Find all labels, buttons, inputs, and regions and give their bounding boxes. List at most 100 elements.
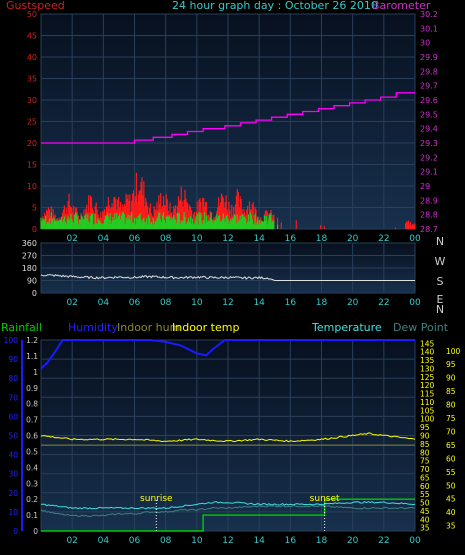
barometer-tick-label: 29.1 [420, 168, 438, 177]
temp-tick-label: 75 [420, 457, 430, 466]
wind-direction-line [40, 274, 415, 281]
gust-axis-title: Gustspeed [6, 0, 65, 12]
temp-tick-label: 145 [420, 339, 435, 348]
x-tick-label: 00 [409, 298, 421, 308]
x-tick-label: 16 [285, 298, 297, 308]
gust-tick-label: 20 [27, 139, 37, 148]
rain-tick-label: 0.5 [26, 447, 38, 456]
gust-tick-label: 45 [27, 32, 37, 41]
hum-right-tick-label: 95 [446, 360, 456, 369]
humidity-left-tick: 100 [4, 336, 19, 345]
temp-tick-label: 60 [420, 482, 430, 491]
humidity-left-tick: 50 [8, 432, 18, 441]
barometer-tick-label: 29.8 [420, 67, 438, 76]
barometer-tick-label: 28.9 [420, 196, 438, 205]
wind-panel: 02 04 06 08 10 12 14 16 18 20 22 00 0 5 10 15 20 25 30 35 4… [27, 10, 438, 244]
temp-tick-label: 120 [420, 381, 435, 390]
humidity-left-tick: 40 [8, 451, 18, 460]
temp-tick-label: 90 [420, 432, 430, 441]
hum-right-tick-label: 45 [446, 495, 456, 504]
x-tick-label: 18 [316, 234, 328, 244]
humidity-line [40, 339, 415, 370]
temp-tick-label: 100 [420, 415, 435, 424]
gust-tick-label: 40 [27, 53, 37, 62]
hum-right-tick-label: 35 [446, 522, 456, 531]
hum-right-tick-label: 65 [446, 441, 456, 450]
sunrise-label: sunrise [140, 494, 173, 504]
hum-right-tick-label: 80 [446, 401, 456, 410]
x-tick-label: 12 [222, 298, 233, 308]
compass-label: N [436, 303, 444, 316]
temp-tick-label: 140 [420, 348, 435, 357]
x-tick-label: 08 [160, 536, 172, 546]
temp-tick-label: 35 [420, 524, 430, 533]
barometer-line [41, 92, 415, 144]
barometer-tick-label: 30.2 [420, 10, 438, 19]
rain-tick-label: 1 [33, 368, 38, 377]
gust-tick-label: 25 [27, 118, 37, 127]
direction-tick-label: 180 [22, 264, 37, 273]
temp-tick-label: 125 [420, 373, 435, 382]
x-tick-label: 20 [347, 298, 359, 308]
x-tick-label: 14 [253, 298, 265, 308]
indoor-temp-line [40, 432, 416, 443]
compass-label: S [437, 275, 444, 288]
sunset-label: sunset [310, 494, 340, 504]
temperature-legend: Temperature [311, 321, 382, 334]
indoor-hum-legend: Indoor hum [117, 321, 180, 334]
gust-tick-label: 0 [32, 225, 37, 234]
x-tick-label: 00 [409, 536, 421, 546]
x-tick-label: 10 [191, 536, 203, 546]
rain-tick-label: 0.8 [26, 400, 38, 409]
gust-tick-label: 35 [27, 75, 37, 84]
x-tick-label: 16 [285, 234, 297, 244]
compass-label: N [436, 235, 444, 248]
temp-tick-label: 80 [420, 448, 430, 457]
gust-tick-label: 50 [27, 10, 37, 19]
temp-tick-label: 115 [420, 390, 435, 399]
barometer-tick-label: 29.2 [420, 153, 438, 162]
x-tick-label: 04 [98, 234, 110, 244]
x-tick-label: 16 [285, 536, 297, 546]
rain-tick-label: 0.6 [26, 432, 38, 441]
rain-tick-label: 0.7 [26, 416, 38, 425]
x-tick-label: 02 [66, 536, 77, 546]
hum-right-tick-label: 60 [446, 454, 456, 463]
humidity-left-tick: 90 [8, 355, 18, 364]
gust-tick-label: 30 [27, 96, 37, 105]
direction-tick-label: 0 [32, 289, 37, 298]
direction-tick-label: 360 [22, 239, 37, 248]
humidity-left-tick: 60 [8, 412, 18, 421]
temp-tick-label: 65 [420, 473, 430, 482]
page-title: 24 hour graph day : October 26 2010 [172, 0, 378, 12]
x-tick-label: 14 [253, 536, 265, 546]
hum-right-tick-label: 90 [446, 374, 456, 383]
x-tick-label: 22 [378, 234, 389, 244]
x-tick-label: 06 [129, 234, 141, 244]
x-tick-label: 02 [66, 234, 77, 244]
barometer-tick-label: 29.5 [420, 110, 438, 119]
gust-tick-label: 5 [32, 204, 37, 213]
rain-tick-label: 1.2 [26, 336, 38, 345]
temp-tick-label: 130 [420, 364, 435, 373]
dewpoint-legend: Dew Point [393, 321, 449, 334]
barometer-tick-label: 29.9 [420, 53, 438, 62]
rain-tick-label: 0.2 [26, 495, 38, 504]
temperature-line [40, 501, 416, 510]
x-tick-label: 20 [347, 536, 359, 546]
wind-series [40, 211, 279, 229]
x-tick-label: 08 [160, 234, 172, 244]
x-tick-label: 04 [98, 536, 110, 546]
barometer-tick-label: 29.6 [420, 96, 438, 105]
x-tick-label: 02 [66, 298, 77, 308]
humidity-legend: Humidity [68, 321, 118, 334]
barometer-tick-label: 29.3 [420, 139, 438, 148]
x-tick-label: 04 [98, 298, 110, 308]
temp-tick-label: 110 [420, 398, 435, 407]
temp-tick-label: 40 [420, 515, 430, 524]
barometer-tick-label: 30 [420, 39, 430, 48]
temp-tick-label: 45 [420, 507, 430, 516]
x-tick-label: 06 [129, 298, 141, 308]
barometer-tick-label: 30.1 [420, 24, 438, 33]
